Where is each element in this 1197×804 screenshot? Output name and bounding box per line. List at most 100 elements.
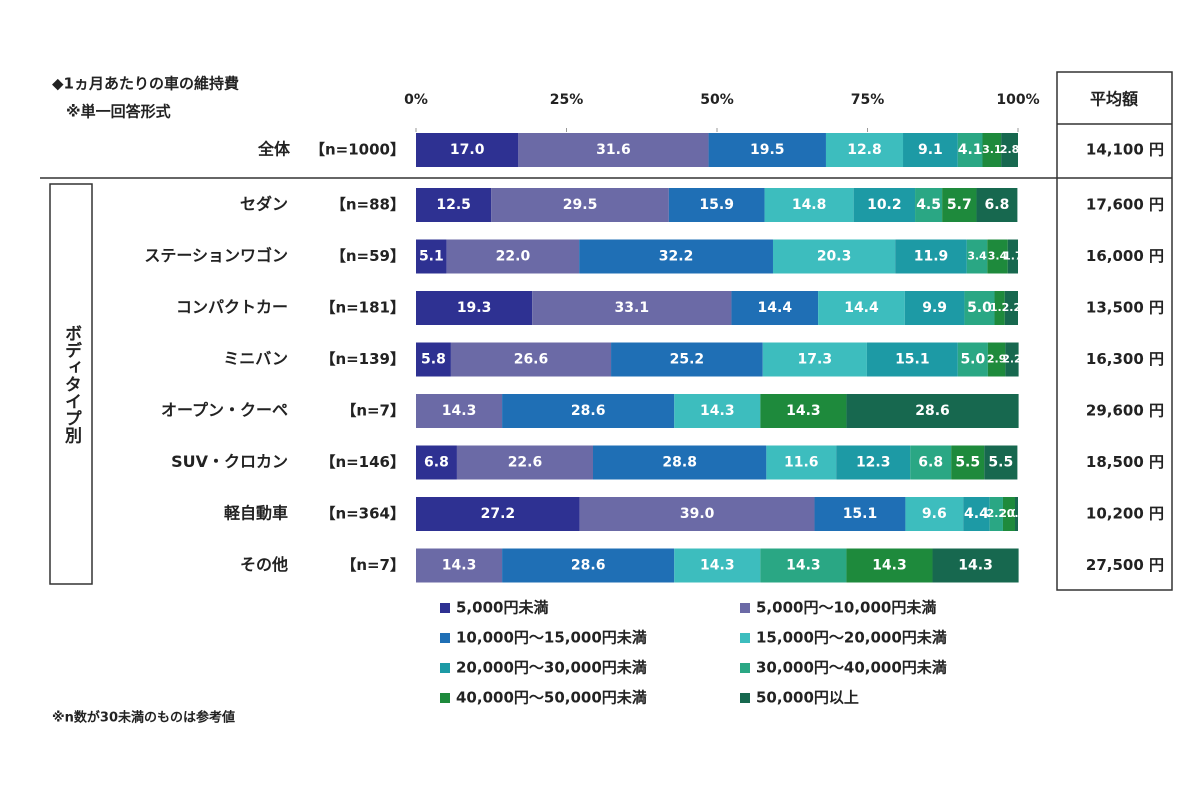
value-label: 9.1	[918, 142, 943, 158]
bar-segment	[904, 291, 965, 325]
bar-segment	[416, 188, 492, 222]
bar-segment	[846, 548, 933, 583]
bar-segment	[994, 291, 1005, 325]
legend-label: 50,000円以上	[756, 689, 859, 707]
value-label: 14.4	[758, 300, 793, 316]
legend-label: 30,000円～40,000円未満	[756, 659, 947, 677]
bar-segment	[668, 188, 765, 222]
bar-segment	[957, 133, 983, 167]
bar-segment	[932, 548, 1019, 583]
x-tick-label: 100%	[996, 92, 1039, 108]
legend-label: 10,000円～15,000円未満	[456, 629, 647, 647]
legend-label: 15,000円～20,000円未満	[756, 629, 947, 647]
value-label: 6.8	[918, 455, 943, 471]
bar-segment	[846, 394, 1019, 428]
category-label: コンパクトカー	[176, 298, 288, 317]
value-label: 4.5	[916, 197, 941, 213]
chart-subtitle: ※単一回答形式	[66, 103, 171, 121]
bar-segment	[416, 342, 451, 377]
bar-segment	[416, 239, 447, 274]
value-label: 4.4	[964, 506, 989, 522]
value-label: 14.3	[872, 558, 907, 574]
value-label: 31.6	[596, 142, 631, 158]
value-label: 5.7	[947, 197, 972, 213]
value-label: 28.6	[571, 558, 606, 574]
legend-label: 5,000円～10,000円未満	[756, 599, 936, 617]
bar-segment	[910, 445, 952, 480]
bar-segment	[772, 239, 896, 274]
bar-segment	[579, 497, 815, 531]
value-label: 5.8	[421, 352, 446, 368]
category-label: 軽自動車	[224, 504, 288, 523]
bar-segment	[964, 291, 995, 325]
bar-segment	[416, 497, 580, 531]
value-label: 14.3	[700, 403, 735, 419]
value-label: 28.8	[662, 455, 697, 471]
bar-segment	[982, 133, 1002, 167]
bar-segment	[762, 342, 867, 377]
average-value: 27,500 円	[1086, 556, 1164, 574]
bar-segment	[903, 133, 958, 167]
bar-segment	[895, 239, 967, 274]
bar-segment	[532, 291, 732, 325]
bar-segment	[989, 497, 1003, 531]
category-label: 全体	[257, 140, 291, 159]
value-label: 27.2	[481, 506, 516, 522]
bar-segment	[1004, 291, 1018, 325]
bar-segment	[450, 342, 612, 377]
bar-segment	[853, 188, 916, 222]
value-label: 5.0	[967, 300, 992, 316]
average-value: 17,600 円	[1086, 196, 1164, 214]
category-label: セダン	[240, 195, 288, 214]
category-label: オープン・クーペ	[161, 401, 288, 420]
value-label: 4.1	[958, 142, 983, 158]
sample-size: 【n=88】	[331, 196, 405, 214]
bar-segment	[416, 445, 457, 480]
value-label: 33.1	[615, 300, 650, 316]
bar-segment	[674, 548, 761, 583]
sample-size: 【n=7】	[341, 402, 405, 420]
legend-swatch	[740, 693, 750, 703]
value-label: 11.9	[914, 249, 949, 265]
value-label: 17.0	[450, 142, 485, 158]
legend-label: 20,000円～30,000円未満	[456, 659, 647, 677]
note: ※n数が30未満のものは参考値	[52, 710, 235, 726]
bar-segment	[905, 497, 964, 531]
value-label: 5.1	[419, 249, 444, 265]
bar-segment	[987, 342, 1006, 377]
value-label: 39.0	[680, 506, 715, 522]
bar-segment	[976, 188, 1018, 222]
legend-swatch	[440, 693, 450, 703]
bar-segment	[966, 239, 988, 274]
value-label: 11.6	[784, 455, 819, 471]
value-label: 6.8	[985, 197, 1010, 213]
bar-segment	[416, 291, 533, 325]
category-label: SUV・クロカン	[171, 452, 288, 471]
value-label: 17.3	[798, 352, 833, 368]
average-box	[1056, 71, 1173, 591]
bar-segment	[456, 445, 593, 480]
value-label: 14.3	[442, 403, 477, 419]
value-label: 5.5	[955, 455, 980, 471]
bar-segment	[915, 188, 943, 222]
value-label: 2.0	[999, 507, 1019, 520]
sample-size: 【n=7】	[341, 556, 405, 574]
value-label: 3.4	[988, 250, 1008, 263]
value-label: 19.5	[750, 142, 785, 158]
bar-segment	[446, 239, 580, 274]
bar-segment	[951, 445, 985, 480]
value-label: 14.3	[442, 558, 477, 574]
value-label: 14.4	[844, 300, 879, 316]
value-label: 5.5	[988, 455, 1013, 471]
group-box	[49, 183, 93, 585]
value-label: 5.0	[960, 352, 985, 368]
bar-segment	[957, 342, 988, 377]
bar-segment	[836, 445, 911, 480]
average-value: 16,300 円	[1086, 350, 1164, 368]
bar-segment	[987, 239, 1008, 274]
sample-size: 【n=139】	[320, 350, 405, 368]
bar-segment	[760, 548, 847, 583]
bar-segment	[611, 342, 763, 377]
legend-swatch	[740, 663, 750, 673]
bar-segment	[1002, 497, 1015, 531]
